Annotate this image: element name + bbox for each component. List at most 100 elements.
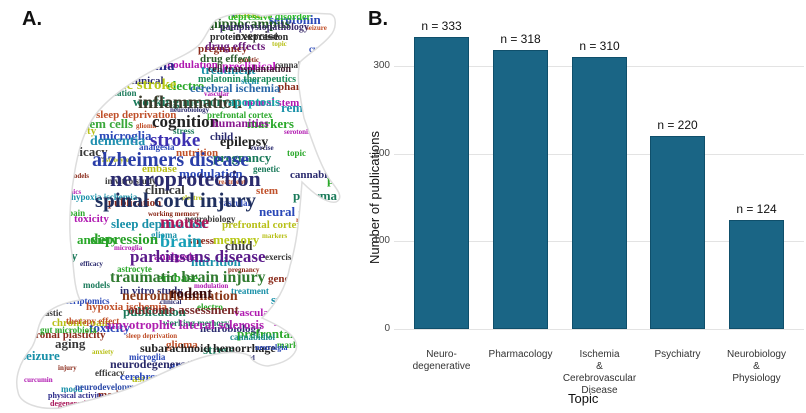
svg-text:neuroplastic: neuroplastic bbox=[315, 84, 360, 99]
word-cloud-term: depressive disorder bbox=[228, 12, 311, 23]
svg-text:modulation: modulation bbox=[194, 282, 228, 290]
svg-text:working memory: working memory bbox=[163, 318, 230, 328]
word-cloud-term: apoptosis bbox=[228, 94, 280, 109]
svg-text:astrocyte: astrocyte bbox=[102, 156, 129, 164]
svg-text:exercise: exercise bbox=[250, 144, 274, 152]
svg-text:nutrition: nutrition bbox=[161, 38, 196, 48]
svg-text:serotonin: serotonin bbox=[284, 128, 312, 136]
svg-text:electro: electro bbox=[197, 302, 223, 312]
svg-text:neural stem cells: neural stem cells bbox=[259, 204, 351, 219]
svg-text:pregnancy: pregnancy bbox=[213, 150, 272, 165]
svg-text:markers: markers bbox=[232, 9, 272, 21]
svg-text:seizure: seizure bbox=[21, 348, 60, 363]
svg-text:topic: topic bbox=[287, 148, 306, 158]
svg-text:embase: embase bbox=[172, 386, 194, 394]
svg-text:neuronal plasticity: neuronal plasticity bbox=[333, 220, 360, 230]
svg-text:mood: mood bbox=[46, 276, 63, 284]
svg-text:microglia: microglia bbox=[129, 352, 166, 362]
svg-text:prefrontal cortex: prefrontal cortex bbox=[207, 110, 273, 120]
word-cloud-panel: A. aging anxiety microglia glioma stress chil… bbox=[0, 0, 360, 413]
word-cloud-term: mouse bbox=[160, 212, 209, 232]
word-cloud-term: rodent bbox=[170, 286, 212, 302]
svg-text:pregnancy: pregnancy bbox=[243, 374, 284, 384]
svg-text:models: models bbox=[83, 280, 110, 290]
svg-text:remyelination: remyelination bbox=[311, 324, 360, 334]
svg-text:stem: stem bbox=[241, 76, 259, 86]
svg-text:analgesia: analgesia bbox=[154, 251, 198, 263]
x-tick-label: Ischemia & Cerebrovascular Disease bbox=[562, 349, 637, 396]
svg-text:physiology: physiology bbox=[12, 288, 44, 296]
word-cloud-term: cannabidiol bbox=[230, 332, 276, 342]
word-cloud-term: neurodevelopment bbox=[75, 382, 146, 392]
svg-text:modulation: modulation bbox=[179, 166, 243, 181]
svg-text:seizure: seizure bbox=[306, 24, 327, 32]
svg-text:aging: aging bbox=[10, 12, 27, 20]
svg-text:clinical: clinical bbox=[145, 182, 185, 197]
word-cloud-term: neuralgia bbox=[255, 343, 287, 352]
word-cloud-term: depression bbox=[90, 232, 159, 248]
bar bbox=[493, 50, 548, 329]
svg-text:astrocyte: astrocyte bbox=[117, 264, 152, 274]
word-cloud-term: neuroinflammation bbox=[122, 289, 238, 304]
svg-text:markers: markers bbox=[277, 340, 310, 350]
svg-text:in vitro study: in vitro study bbox=[135, 392, 210, 407]
svg-text:astrocyte: astrocyte bbox=[87, 40, 138, 55]
word-cloud-term: cognition bbox=[152, 112, 220, 131]
svg-text:prefrontal cortex: prefrontal cortex bbox=[222, 219, 302, 231]
bar-value-label: n = 124 bbox=[736, 202, 777, 217]
svg-text:treatment: treatment bbox=[216, 178, 246, 186]
svg-text:electro: electro bbox=[167, 78, 204, 93]
bar-value-label: n = 333 bbox=[421, 18, 462, 33]
svg-text:serotonin: serotonin bbox=[299, 236, 335, 246]
svg-text:physiology: physiology bbox=[312, 65, 360, 77]
svg-text:injury: injury bbox=[13, 32, 38, 42]
svg-text:cannabis: cannabis bbox=[290, 169, 332, 181]
svg-text:embase: embase bbox=[127, 54, 156, 64]
svg-text:treatment: treatment bbox=[201, 62, 256, 77]
svg-text:aging: aging bbox=[55, 336, 86, 351]
svg-text:mood: mood bbox=[16, 53, 42, 65]
svg-text:anxiety: anxiety bbox=[47, 16, 75, 26]
svg-text:curcumin: curcumin bbox=[324, 153, 360, 165]
svg-text:embase: embase bbox=[142, 163, 177, 175]
svg-text:pharma: pharma bbox=[308, 304, 332, 312]
bar bbox=[650, 136, 705, 329]
word-cloud-term: parkinsons disease bbox=[130, 247, 266, 266]
word-cloud-term: cell transplantation bbox=[208, 64, 291, 75]
svg-text:microglia: microglia bbox=[114, 244, 143, 252]
svg-text:chronic pain: chronic pain bbox=[52, 317, 111, 329]
word-cloud-term: outcome assessment bbox=[128, 302, 240, 317]
svg-text:electro: electro bbox=[182, 194, 203, 202]
svg-text:glioma: glioma bbox=[151, 230, 177, 240]
svg-text:curcumin: curcumin bbox=[24, 376, 53, 384]
svg-text:remyelination: remyelination bbox=[281, 100, 359, 115]
svg-text:seizure: seizure bbox=[336, 241, 360, 253]
svg-text:pregnancy: pregnancy bbox=[198, 43, 248, 55]
y-tick-label: 100 bbox=[373, 235, 390, 247]
svg-text:mood: mood bbox=[61, 384, 83, 394]
svg-text:vascular: vascular bbox=[204, 90, 229, 98]
x-tick-label: Psychiatry bbox=[654, 349, 701, 360]
panel-b-label: B. bbox=[368, 8, 388, 30]
word-cloud-term: gut microbiota bbox=[40, 325, 97, 335]
svg-text:models: models bbox=[68, 172, 89, 180]
svg-text:stress: stress bbox=[158, 18, 175, 26]
svg-text:chronic pain: chronic pain bbox=[22, 100, 60, 108]
word-cloud-term: humanities bbox=[212, 116, 269, 130]
svg-text:physiology: physiology bbox=[327, 172, 360, 187]
word-cloud-term: protein expression bbox=[210, 32, 289, 43]
bar bbox=[414, 36, 469, 329]
svg-text:publication: publication bbox=[108, 197, 161, 209]
svg-text:exercise: exercise bbox=[235, 28, 279, 43]
x-axis-title: Topic bbox=[568, 391, 599, 406]
svg-text:nutrition: nutrition bbox=[176, 147, 218, 159]
word-cloud-term: oxidative stress bbox=[10, 40, 108, 56]
svg-text:neuronal plasticity: neuronal plasticity bbox=[318, 112, 360, 120]
word-cloud-term: inflammation bbox=[138, 92, 242, 112]
word-cloud-term: hippocampus bbox=[210, 17, 291, 32]
word-cloud-term: brain bbox=[160, 231, 202, 251]
word-cloud-term: neurodegenerative bbox=[110, 357, 206, 371]
svg-text:vascular: vascular bbox=[219, 198, 252, 208]
svg-text:analgesia: analgesia bbox=[124, 34, 152, 42]
word-cloud-term: acupuncture bbox=[212, 2, 282, 17]
